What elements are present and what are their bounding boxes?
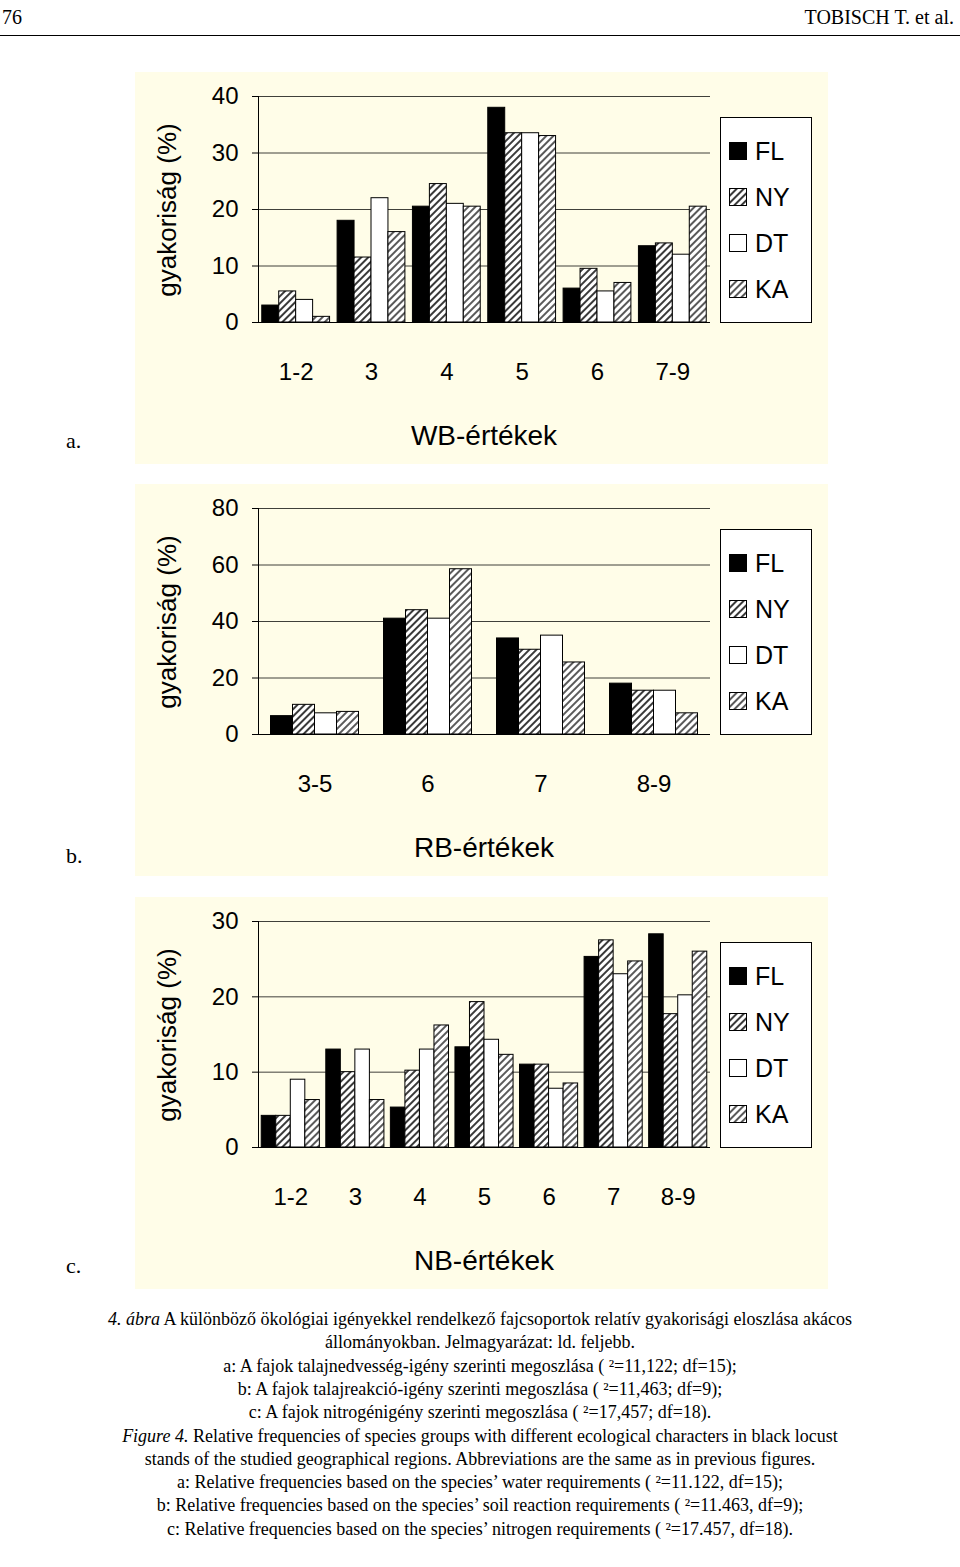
html-text:FL: FL [755,136,785,165]
html-text:c: A fajok nitrogénigény szeri: c: A fajok nitrogénigény szerinti megosz… [248,1402,712,1423]
svg-text:4: 4 [413,1183,426,1210]
html-text:KA: KA [755,274,789,303]
html-text:a: A fajok talajnedvesség-igén: a: A fajok talajnedvesség-igény szerinti… [223,1355,737,1376]
svg-text:30: 30 [212,907,239,934]
svg-text:30: 30 [212,139,239,166]
svg-text:6: 6 [421,770,434,797]
svg-text:6: 6 [591,358,604,385]
svg-text:8-9: 8-9 [637,770,672,797]
html-text:NY: NY [755,594,790,623]
html-text:WB-értékek: WB-értékek [410,420,558,451]
html-text:Figure 4. Relative frequencies: Figure 4. Relative frequencies of specie… [122,1425,838,1446]
svg-text:5: 5 [515,358,528,385]
svg-text:0: 0 [225,1133,238,1160]
html-text:a: Relative frequencies based: a: Relative frequencies based on the spe… [177,1472,783,1493]
svg-text:7-9: 7-9 [655,358,690,385]
html-text:gyakoriság (%): gyakoriság (%) [151,948,182,1122]
html-text:DT: DT [755,1053,789,1082]
html-text:állományokban. Jelmagyarázat:: állományokban. Jelmagyarázat: ld. feljeb… [325,1332,635,1353]
svg-text:60: 60 [212,551,239,578]
html-text:gyakoriság (%): gyakoriság (%) [151,123,182,297]
html-text:DT: DT [755,640,789,669]
svg-text:0: 0 [225,308,238,335]
html-text:NY: NY [755,182,790,211]
html-text:NB-értékek: NB-értékek [414,1245,554,1276]
html-text:76: 76 [2,6,22,28]
svg-text:7: 7 [534,770,547,797]
svg-text:0: 0 [225,720,238,747]
svg-text:8-9: 8-9 [661,1183,696,1210]
html-text:RB-értékek: RB-értékek [414,832,554,863]
svg-text:3: 3 [349,1183,362,1210]
html-text:b.: b. [66,843,83,868]
html-text:c.: c. [66,1253,82,1278]
svg-text:40: 40 [212,607,239,634]
html-text:KA: KA [755,686,789,715]
html-text:FL: FL [755,961,785,990]
svg-text:20: 20 [212,664,239,691]
svg-text:80: 80 [212,494,239,521]
svg-text:3-5: 3-5 [298,770,333,797]
html-text:b: A fajok talajreakció-igény: b: A fajok talajreakció-igény szerinti m… [237,1378,723,1399]
svg-text:20: 20 [212,195,239,222]
html-text:stands of the studied geograph: stands of the studied geographical regio… [144,1448,816,1469]
svg-text:7: 7 [607,1183,620,1210]
html-text:b: Relative frequencies based: b: Relative frequencies based on the spe… [156,1495,804,1516]
html-text:c: Relative frequencies based: c: Relative frequencies based on the spe… [166,1518,794,1539]
svg-text:20: 20 [212,983,239,1010]
svg-text:10: 10 [212,252,239,279]
html-text:a.: a. [66,428,82,453]
html-text:TOBISCH T. et al.: TOBISCH T. et al. [804,6,954,28]
html-text:NY: NY [755,1007,790,1036]
html-text:FL: FL [755,548,785,577]
html-text:gyakoriság (%): gyakoriság (%) [151,535,182,709]
svg-text:4: 4 [440,358,453,385]
html-text:4. ábra A különböző ökológiai: 4. ábra A különböző ökológiai igényekkel… [108,1309,852,1329]
svg-text:6: 6 [542,1183,555,1210]
svg-text:1-2: 1-2 [273,1183,308,1210]
html-text:DT: DT [755,228,789,257]
svg-text:10: 10 [212,1058,239,1085]
svg-text:1-2: 1-2 [279,358,314,385]
svg-text:40: 40 [212,82,239,109]
html-text:KA: KA [755,1099,789,1128]
svg-text:3: 3 [365,358,378,385]
svg-text:5: 5 [478,1183,491,1210]
